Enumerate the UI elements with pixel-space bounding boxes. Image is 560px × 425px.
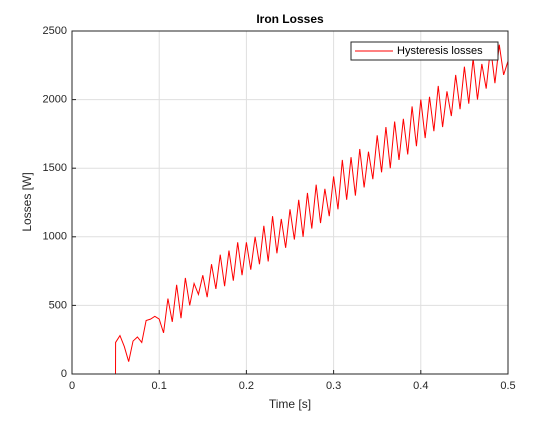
data-line	[72, 44, 509, 375]
x-tick-label: 0.2	[239, 380, 254, 392]
y-tick-label: 2500	[43, 25, 67, 37]
y-tick-label: 2000	[43, 94, 67, 106]
x-tick-label: 0.1	[152, 380, 167, 392]
axes-box	[71, 30, 509, 375]
x-tick-label: 0.4	[413, 380, 428, 392]
legend-box	[350, 41, 499, 61]
x-tick-label: 0	[69, 380, 75, 392]
legend-label: Hysteresis losses	[397, 45, 483, 57]
chart-title: Iron Losses	[256, 12, 324, 26]
x-axis-label: Time [s]	[269, 397, 311, 411]
x-tick-label: 0.5	[500, 380, 515, 392]
y-tick-label: 500	[49, 299, 67, 311]
y-axis-label: Losses [W]	[20, 172, 34, 231]
y-tick-label: 1000	[43, 231, 67, 243]
y-tick-label: 0	[61, 368, 67, 380]
x-tick-label: 0.3	[326, 380, 341, 392]
plot-area	[72, 31, 508, 374]
y-tick-label: 1500	[43, 162, 67, 174]
